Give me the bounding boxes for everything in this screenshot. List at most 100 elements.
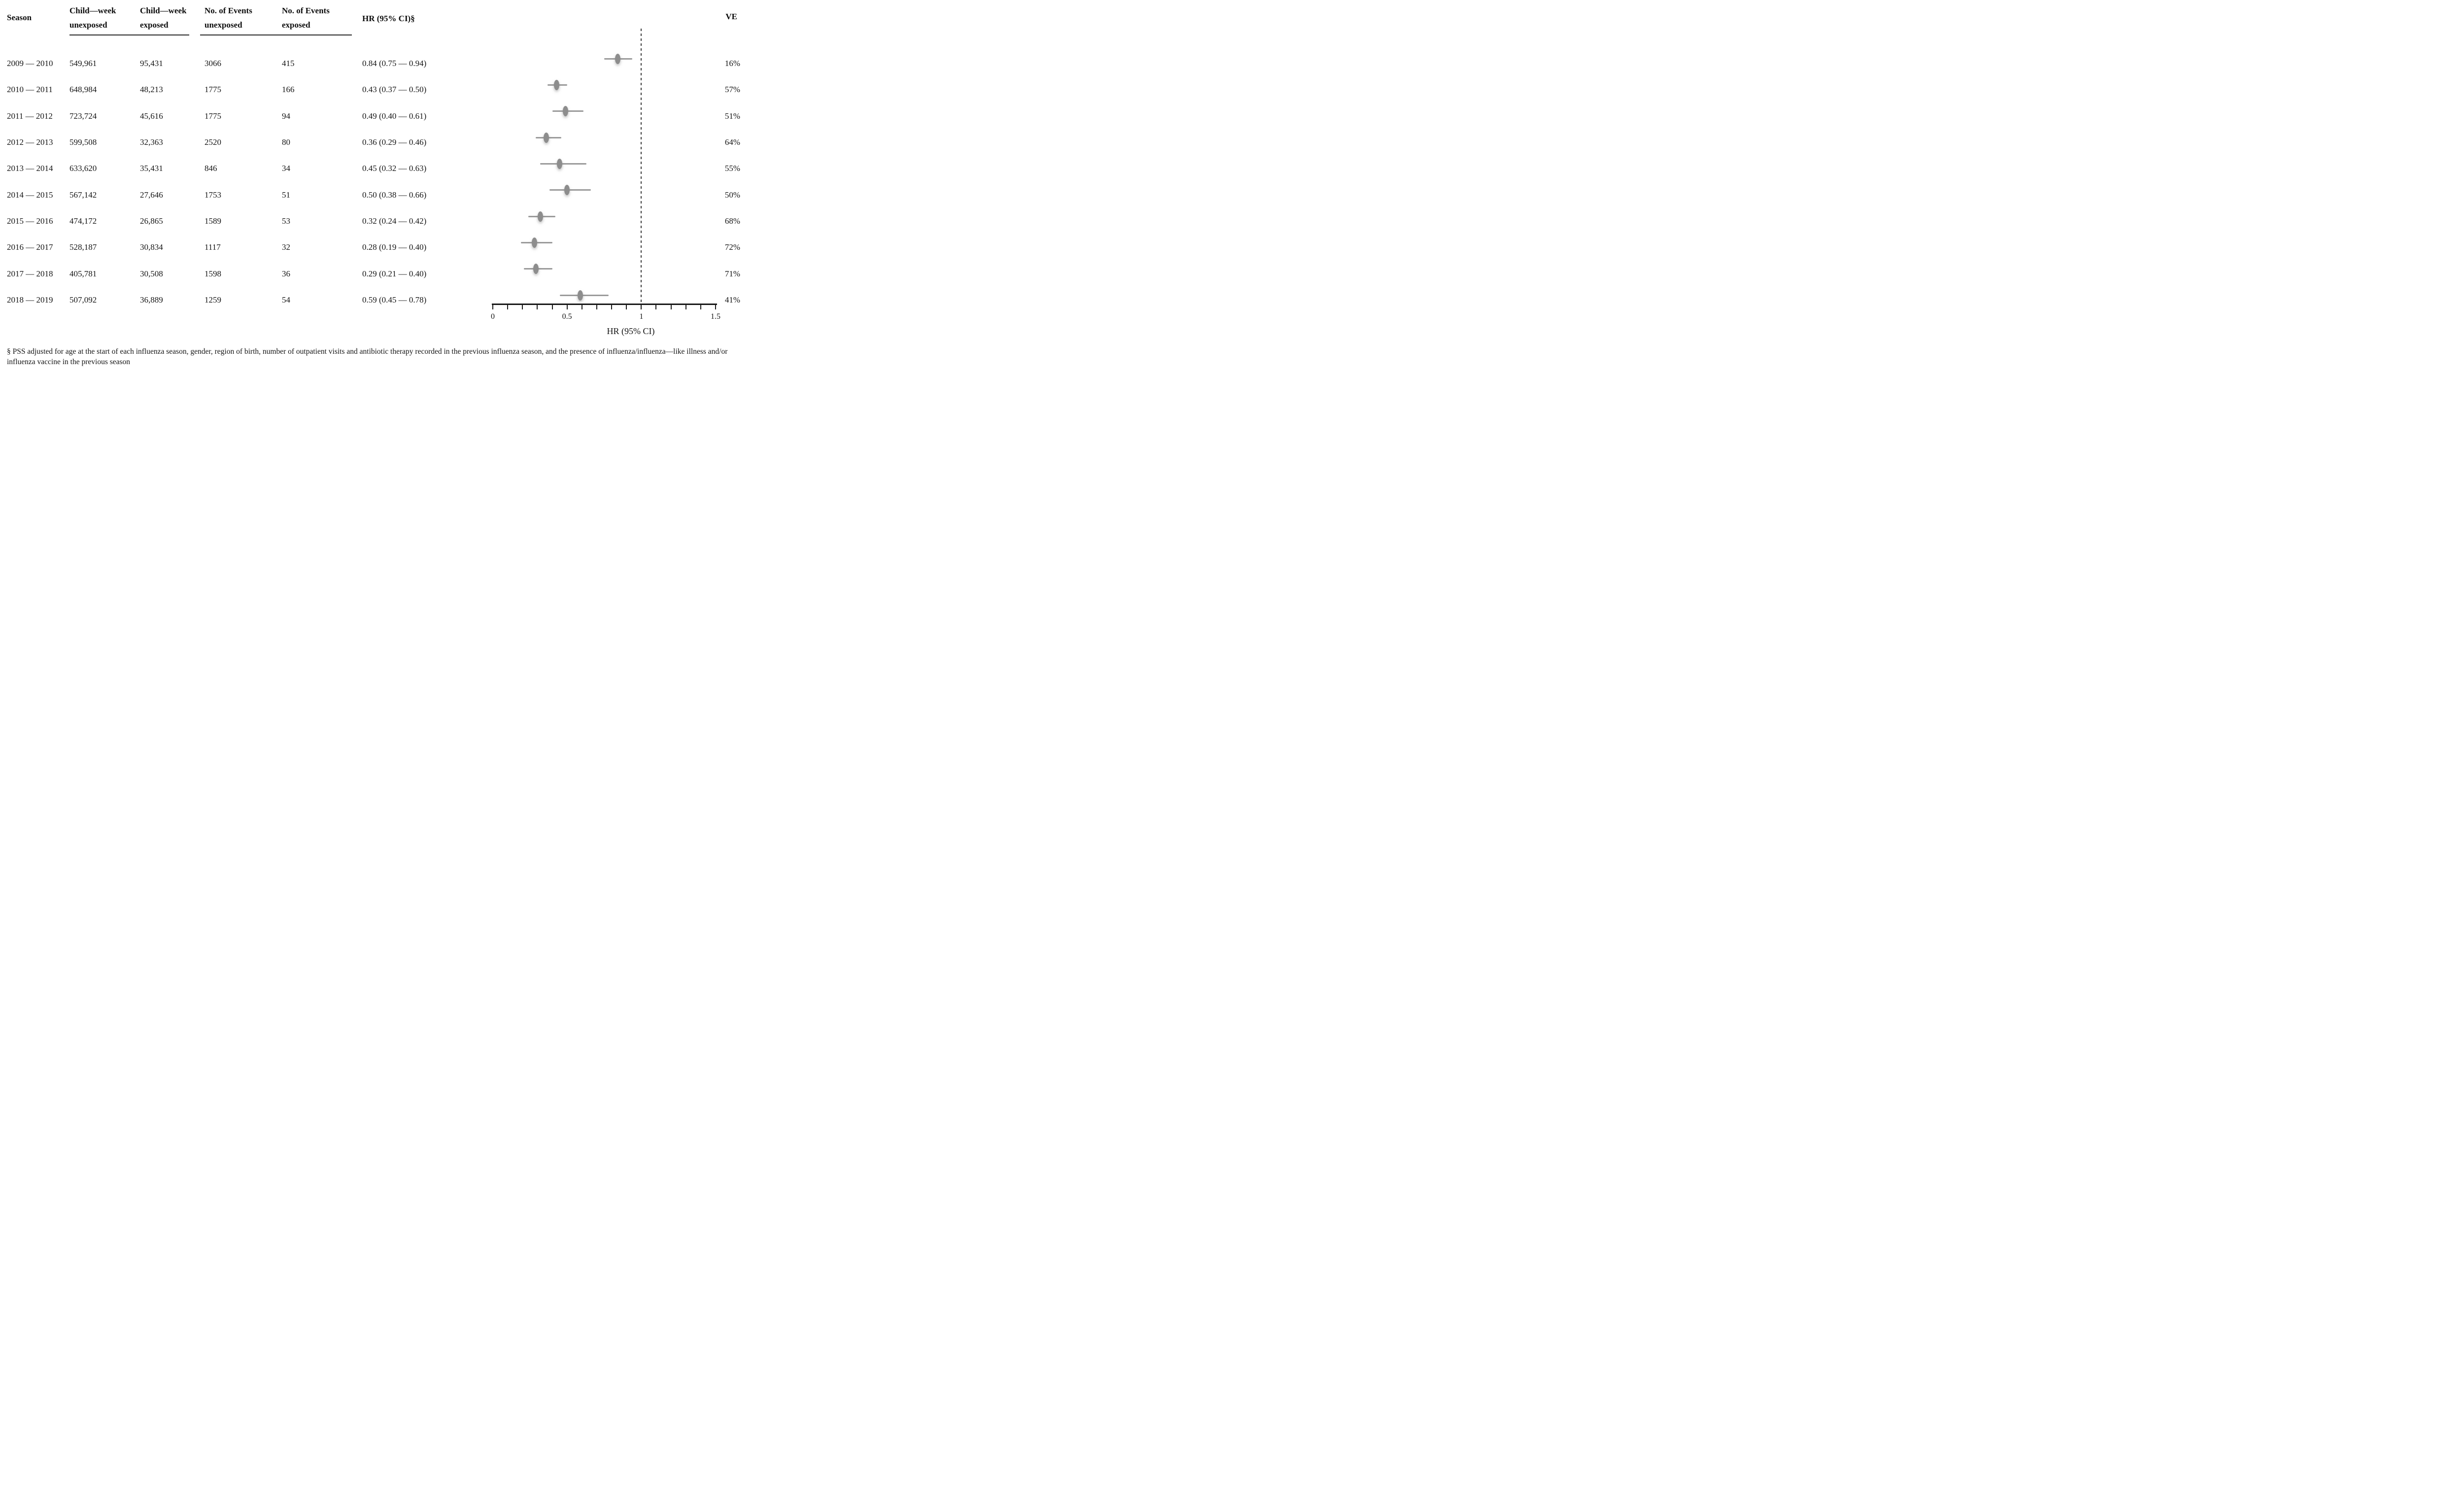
events-header-rule [200,34,352,35]
ci-line [552,110,583,112]
season-cell: 2018 — 2019 [7,295,53,305]
hr-point-marker [554,79,560,90]
ci-line [524,268,552,270]
hr-point-marker [543,132,549,143]
hr-ci-cell: 0.32 (0.24 — 0.42) [362,216,427,226]
hr-point-marker [533,264,539,274]
x-axis [492,304,717,305]
child-week-unexposed-cell: 405,781 [69,269,97,278]
ci-line [559,294,609,296]
ve-cell: 71% [724,269,740,278]
season-cell: 2012 — 2013 [7,137,53,147]
axis-tick [551,304,553,309]
events-unexposed-cell: 1259 [205,295,221,305]
axis-tick [537,304,538,309]
ci-line [548,84,567,86]
events-exposed-cell: 53 [282,216,290,226]
ve-cell: 51% [724,111,740,121]
child-week-unexposed-cell: 567,142 [69,190,97,200]
season-cell: 2010 — 2011 [7,85,53,95]
column-header-events-exposed: No. of Events exposed [282,6,330,30]
axis-tick [522,304,523,309]
axis-tick-label: 1 [639,312,644,321]
reference-line-hr-1 [641,29,642,304]
hr-point-marker [537,211,543,222]
ve-cell: 68% [724,216,740,226]
axis-tick [685,304,686,309]
ci-line [521,241,552,243]
child-week-exposed-cell: 36,889 [140,295,163,305]
hr-ci-cell: 0.29 (0.21 — 0.40) [362,269,427,278]
season-cell: 2009 — 2010 [7,59,53,68]
events-unexposed-cell: 1753 [205,190,221,200]
season-cell: 2015 — 2016 [7,216,53,226]
ve-cell: 72% [724,242,740,252]
events-unexposed-cell: 1589 [205,216,221,226]
hr-point-marker [557,158,563,169]
season-cell: 2017 — 2018 [7,269,53,278]
season-cell: 2016 — 2017 [7,242,53,252]
child-week-exposed-cell: 48,213 [140,85,163,95]
events-exposed-cell: 32 [282,242,290,252]
hr-ci-cell: 0.45 (0.32 — 0.63) [362,164,427,173]
column-header-child-week-exposed: Child—week exposed [140,6,187,30]
hr-ci-cell: 0.50 (0.38 — 0.66) [362,190,427,200]
hr-ci-cell: 0.36 (0.29 — 0.46) [362,137,427,147]
child-week-unexposed-cell: 633,620 [69,164,97,173]
axis-tick [700,304,701,309]
hr-ci-cell: 0.43 (0.37 — 0.50) [362,85,427,95]
events-exposed-cell: 51 [282,190,290,200]
column-header-events-unexposed: No. of Events unexposed [205,6,252,30]
child-week-exposed-cell: 35,431 [140,164,163,173]
child-week-exposed-cell: 45,616 [140,111,163,121]
axis-tick [566,304,568,309]
events-exposed-cell: 34 [282,164,290,173]
child-week-exposed-cell: 30,508 [140,269,163,278]
child-week-unexposed-cell: 648,984 [69,85,97,95]
ci-line [549,189,591,191]
child-week-header-rule [69,34,189,35]
column-header-season: Season [7,13,32,22]
events-unexposed-cell: 2520 [205,137,221,147]
hr-point-marker [531,237,537,248]
events-unexposed-cell: 1775 [205,111,221,121]
ci-line [604,58,633,60]
ve-cell: 16% [724,59,740,68]
footnote-text: § PSS adjusted for age at the start of e… [7,347,728,366]
forest-plot-figure: Season Child—week unexposed Child—week e… [0,0,751,373]
axis-tick [641,304,642,309]
column-header-hr-ci: HR (95% CI)§ [362,14,415,23]
hr-ci-cell: 0.84 (0.75 — 0.94) [362,59,427,68]
events-exposed-cell: 54 [282,295,290,305]
events-unexposed-cell: 1598 [205,269,221,278]
axis-tick [626,304,627,309]
events-exposed-cell: 415 [282,59,295,68]
events-exposed-cell: 36 [282,269,290,278]
hr-ci-cell: 0.28 (0.19 — 0.40) [362,242,427,252]
child-week-exposed-cell: 95,431 [140,59,163,68]
season-cell: 2011 — 2012 [7,111,53,121]
events-unexposed-cell: 846 [205,164,217,173]
events-exposed-cell: 80 [282,137,290,147]
child-week-unexposed-cell: 507,092 [69,295,97,305]
axis-tick [507,304,509,309]
child-week-exposed-cell: 30,834 [140,242,163,252]
hr-ci-cell: 0.49 (0.40 — 0.61) [362,111,427,121]
ve-cell: 64% [724,137,740,147]
ci-line [528,215,555,217]
season-cell: 2013 — 2014 [7,164,53,173]
child-week-unexposed-cell: 549,961 [69,59,97,68]
axis-tick-label: 0.5 [562,312,572,321]
plot-area: 0 0.5 1 1.5 HR (95% CI) [0,0,751,373]
season-cell: 2014 — 2015 [7,190,53,200]
column-header-child-week-unexposed: Child—week unexposed [69,6,116,30]
ve-cell: 57% [724,85,740,95]
ve-cell: 50% [724,190,740,200]
axis-tick [611,304,613,309]
hr-point-marker [615,53,620,64]
axis-tick [492,304,493,309]
x-axis-label: HR (95% CI) [607,326,655,336]
axis-tick-label: 1.5 [710,312,720,321]
child-week-unexposed-cell: 474,172 [69,216,97,226]
ve-cell: 41% [724,295,740,305]
